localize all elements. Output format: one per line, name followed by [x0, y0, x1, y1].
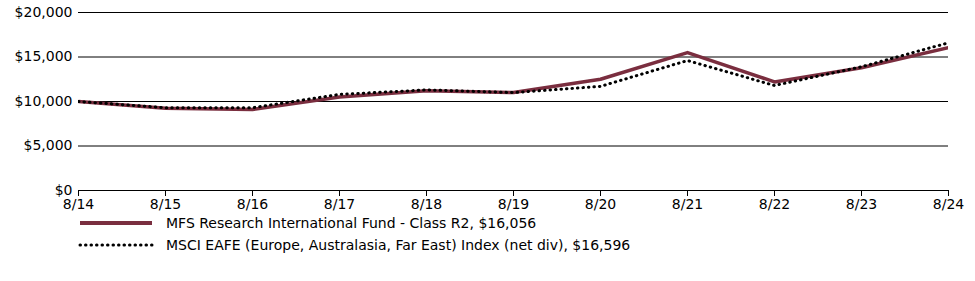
html-text:MFS Research International Fun: MFS Research International Fund - Class …: [166, 215, 537, 231]
html-text:MSCI EAFE (Europe, Australasia: MSCI EAFE (Europe, Australasia, Far East…: [166, 237, 631, 253]
svg-text:$15,000: $15,000: [15, 48, 73, 64]
svg-text:8/15: 8/15: [150, 196, 181, 212]
svg-text:8/24: 8/24: [933, 196, 965, 212]
svg-text:8/16: 8/16: [237, 196, 269, 212]
svg-text:8/21: 8/21: [672, 196, 703, 212]
svg-text:8/14: 8/14: [63, 196, 95, 212]
svg-text:$10,000: $10,000: [15, 93, 73, 109]
svg-text:$5,000: $5,000: [24, 137, 73, 153]
svg-text:8/20: 8/20: [585, 196, 616, 212]
svg-text:$0: $0: [54, 182, 73, 198]
svg-text:8/17: 8/17: [324, 196, 355, 212]
svg-text:8/19: 8/19: [498, 196, 529, 212]
svg-text:8/18: 8/18: [411, 196, 442, 212]
svg-text:$20,000: $20,000: [15, 4, 73, 20]
svg-text:8/23: 8/23: [846, 196, 877, 212]
svg-text:8/22: 8/22: [759, 196, 790, 212]
